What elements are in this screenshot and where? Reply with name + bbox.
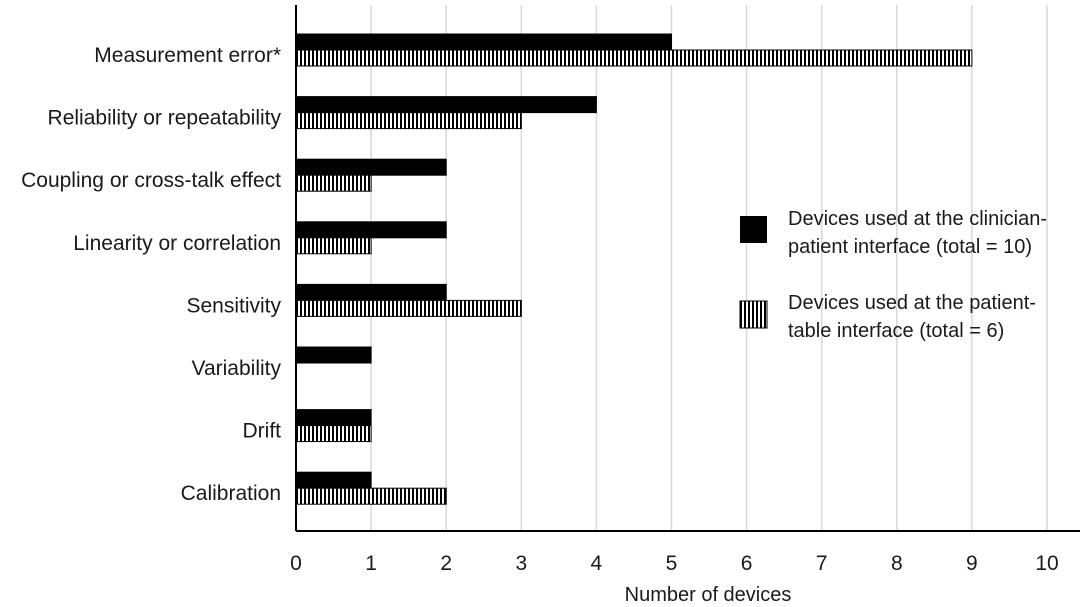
x-tick-label: 4 [591, 552, 603, 575]
bar-clinician-3 [295, 221, 447, 239]
x-tick-label: 3 [515, 552, 527, 575]
bar-clinician-6 [295, 409, 372, 427]
bar-patient-table-0 [295, 49, 973, 67]
category-label: Measurement error* [94, 44, 281, 67]
legend-label-clinician-line2: patient interface (total = 10) [788, 236, 1032, 258]
bar-patient-table-6 [295, 425, 372, 443]
category-label: Drift [243, 420, 282, 443]
axes [295, 5, 1080, 532]
category-label: Reliability or repeatability [48, 107, 282, 130]
bar-clinician-0 [295, 33, 672, 51]
bar-patient-table-4 [295, 299, 522, 317]
x-tick-label: 0 [290, 552, 302, 575]
x-tick-label: 5 [666, 552, 678, 575]
bar-patient-table-7 [295, 487, 447, 505]
bars [295, 33, 973, 505]
x-tick-label: 7 [816, 552, 828, 575]
category-label: Sensitivity [186, 294, 281, 317]
legend-label-clinician-line1: Devices used at the clinician- [788, 208, 1047, 230]
legend-label-patient-table-line1: Devices used at the patient- [788, 292, 1036, 314]
x-tick-labels: 0 1 2 3 4 5 6 7 8 9 10 [290, 552, 1059, 575]
bar-patient-table-2 [295, 174, 372, 192]
category-label: Calibration [181, 482, 281, 505]
x-tick-label: 6 [741, 552, 753, 575]
gridlines [370, 5, 1048, 531]
x-tick-label: 10 [1035, 552, 1058, 575]
bar-patient-table-1 [295, 112, 522, 130]
bar-clinician-5 [295, 346, 372, 364]
bar-clinician-1 [295, 96, 597, 114]
legend-swatch-clinician [740, 216, 767, 243]
x-tick-label: 1 [365, 552, 377, 575]
category-label: Coupling or cross-talk effect [21, 169, 281, 192]
bar-clinician-4 [295, 283, 447, 301]
x-axis-title: Number of devices [625, 584, 792, 606]
x-tick-label: 2 [440, 552, 452, 575]
category-label: Variability [192, 357, 282, 380]
legend-label-patient-table-line2: table interface (total = 6) [788, 320, 1004, 342]
legend: Devices used at the clinician- patient i… [739, 208, 1047, 342]
bar-clinician-7 [295, 471, 372, 489]
legend-swatch-patient-table [739, 300, 768, 329]
bar-clinician-2 [295, 158, 447, 176]
x-tick-label: 9 [966, 552, 978, 575]
category-label: Linearity or correlation [73, 232, 281, 255]
bar-patient-table-3 [295, 237, 372, 255]
category-labels: Measurement error* Reliability or repeata… [21, 44, 281, 505]
x-tick-label: 8 [891, 552, 903, 575]
